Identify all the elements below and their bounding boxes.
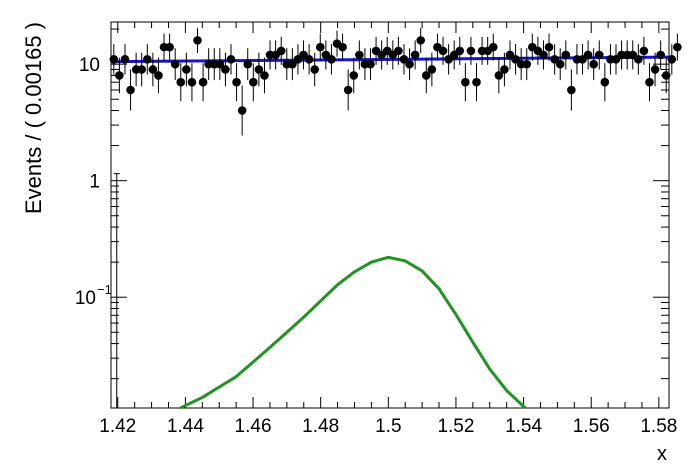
data-point (589, 59, 598, 69)
data-point (154, 71, 163, 80)
data-point (115, 71, 124, 80)
data-point (126, 85, 135, 95)
x-tick-label: 1.58 (640, 416, 677, 437)
data-point (366, 59, 375, 69)
y-axis-label: Events / ( 0.00165 ) (21, 22, 46, 214)
data-point (488, 42, 498, 52)
data-point (327, 55, 336, 64)
data-point (656, 50, 665, 60)
data-point (583, 50, 593, 60)
x-axis-label: x (657, 443, 667, 465)
y-tick-label: 10 (79, 55, 100, 76)
data-point (461, 77, 470, 87)
x-tick-label: 1.5 (375, 416, 401, 437)
data-point (673, 42, 682, 52)
data-point (455, 46, 465, 56)
data-point (472, 77, 481, 87)
data-point (500, 65, 509, 74)
data-point (260, 71, 269, 80)
data-point (165, 42, 174, 52)
data-point (226, 55, 236, 64)
data-point (137, 65, 147, 74)
data-point (645, 77, 654, 87)
data-point (304, 55, 314, 64)
data-point (142, 55, 152, 64)
data-point (399, 55, 409, 64)
data-point (438, 46, 448, 56)
data-point (254, 65, 264, 74)
data-point (667, 55, 677, 64)
data-point (410, 50, 420, 60)
data-point (288, 59, 297, 69)
data-point (522, 59, 532, 69)
data-point (550, 55, 559, 64)
x-tick-label: 1.46 (235, 416, 272, 437)
y-tick-label: 1 (89, 172, 100, 193)
data-point (109, 55, 119, 64)
data-point (193, 36, 202, 45)
x-tick-label: 1.42 (99, 416, 136, 437)
x-tick-labels: 1.42 1.44 1.46 1.48 1.5 1.52 1.54 1.56 1.58 (99, 416, 677, 437)
data-points (109, 27, 682, 408)
data-point (176, 77, 186, 87)
data-point (639, 46, 649, 56)
data-point (661, 71, 671, 80)
data-point (249, 77, 258, 87)
data-point (120, 55, 130, 64)
data-point (405, 59, 414, 69)
data-point (394, 46, 403, 56)
x-tick-label: 1.44 (167, 416, 204, 437)
data-point (343, 85, 353, 95)
data-point (232, 77, 241, 87)
data-point (421, 71, 431, 80)
data-point (555, 59, 565, 69)
data-point (276, 46, 286, 56)
signal-curve (179, 255, 527, 410)
data-point (198, 77, 208, 87)
data-point (170, 59, 180, 69)
curves (110, 55, 670, 410)
plot-frame (110, 21, 670, 409)
data-point (427, 65, 437, 74)
data-point (310, 65, 319, 74)
data-point (594, 50, 604, 60)
data-point (182, 65, 191, 74)
data-point (315, 42, 325, 52)
data-point (338, 42, 347, 52)
data-point (215, 59, 225, 69)
data-point (567, 85, 576, 95)
data-point (634, 55, 643, 64)
data-point (561, 50, 571, 60)
data-point (600, 77, 610, 87)
x-tick-label: 1.48 (302, 416, 339, 437)
y-tick-label: 10 (75, 288, 96, 309)
data-point (416, 36, 426, 45)
data-point (544, 42, 554, 52)
data-point (243, 59, 253, 69)
data-point (221, 65, 230, 74)
data-point (148, 65, 158, 74)
data-point (511, 55, 520, 64)
data-point (466, 46, 476, 56)
data-point (349, 71, 359, 80)
y-tick-exponent: −1 (97, 282, 112, 297)
x-tick-label: 1.56 (573, 416, 610, 437)
data-point (539, 50, 548, 60)
x-tick-label: 1.54 (505, 416, 542, 437)
data-point (650, 65, 660, 74)
data-point (187, 77, 197, 87)
data-point (237, 106, 247, 115)
x-tick-label: 1.52 (437, 416, 474, 437)
data-point (355, 50, 364, 60)
data-point (494, 71, 504, 80)
